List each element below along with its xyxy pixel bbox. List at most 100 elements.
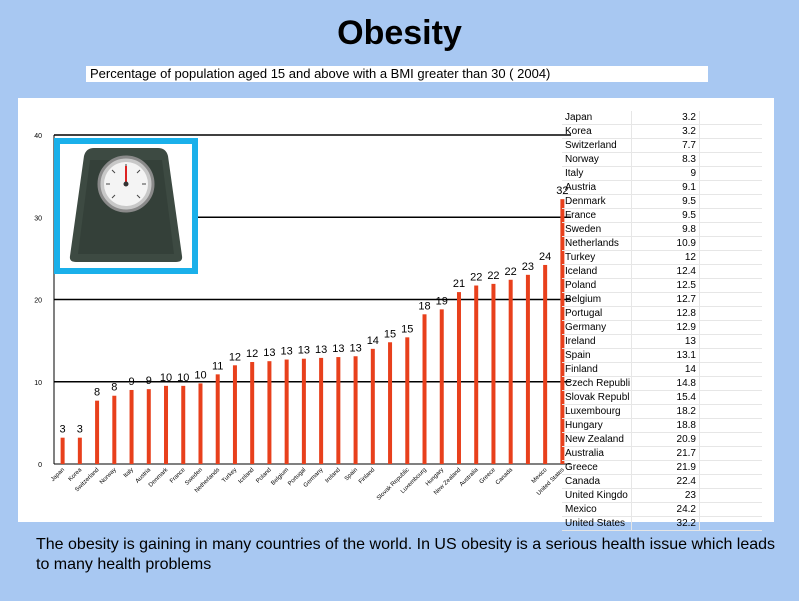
table-row: United States 32.2	[562, 517, 762, 531]
bar	[508, 279, 513, 464]
table-value-cell: 18.2	[632, 405, 700, 418]
data-table: Japan 3.2 Korea 3.2 Switzerland 7.7 Norway 8.3 I…	[562, 111, 762, 531]
bar	[353, 356, 358, 464]
y-tick-label: 0	[38, 462, 42, 469]
data-label: 10	[177, 372, 189, 384]
data-label: 10	[160, 372, 172, 384]
data-label: 11	[212, 360, 223, 372]
x-tick-label: Japan	[50, 467, 66, 483]
table-row: United Kingdo 23	[562, 489, 762, 503]
table-value-cell: 12.8	[632, 307, 700, 320]
data-label: 13	[349, 342, 361, 354]
table-country-cell: Czech Republi	[562, 377, 632, 390]
bar	[560, 199, 565, 464]
table-country-cell: Italy	[562, 167, 632, 180]
table-value-cell: 9.5	[632, 209, 700, 222]
data-label: 14	[367, 335, 379, 347]
table-row: Finland 14	[562, 363, 762, 377]
table-row: New Zealand 20.9	[562, 433, 762, 447]
table-country-cell: New Zealand	[562, 433, 632, 446]
table-country-cell: United States	[562, 517, 632, 530]
table-country-cell: Belgium	[562, 293, 632, 306]
bathroom-scale-icon	[54, 138, 198, 274]
bar	[267, 361, 272, 464]
bar	[491, 283, 496, 464]
chart-subtitle: Percentage of population aged 15 and abo…	[86, 66, 708, 82]
bar	[388, 342, 393, 464]
data-label: 15	[384, 328, 396, 340]
bar	[543, 264, 548, 464]
bar	[301, 358, 306, 464]
bar	[95, 400, 100, 464]
table-country-cell: United Kingdo	[562, 489, 632, 502]
table-country-cell: Sweden	[562, 223, 632, 236]
bar	[525, 274, 530, 464]
table-row: Czech Republi 14.8	[562, 377, 762, 391]
bar	[181, 385, 186, 464]
table-country-cell: Turkey	[562, 251, 632, 264]
x-tick-label: Turkey	[221, 467, 238, 484]
table-country-cell: Japan	[562, 111, 632, 124]
bar	[215, 374, 220, 464]
table-row: Spain 13.1	[562, 349, 762, 363]
bar	[198, 383, 203, 464]
table-country-cell: Finland	[562, 363, 632, 376]
data-label: 9	[128, 376, 134, 388]
bar	[405, 337, 410, 464]
bar	[336, 357, 341, 464]
table-country-cell: Austria	[562, 181, 632, 194]
table-row: Slovak Republ 15.4	[562, 391, 762, 405]
data-label: 12	[229, 351, 241, 363]
table-value-cell: 20.9	[632, 433, 700, 446]
table-country-cell: Germany	[562, 321, 632, 334]
data-label: 22	[470, 272, 482, 284]
table-row: Portugal 12.8	[562, 307, 762, 321]
data-label: 13	[315, 344, 327, 356]
table-country-cell: Iceland	[562, 265, 632, 278]
table-value-cell: 3.2	[632, 111, 700, 124]
table-row: Italy 9	[562, 167, 762, 181]
bar	[232, 365, 237, 464]
y-tick-label: 20	[34, 298, 42, 305]
x-tick-label: Australia	[459, 467, 480, 488]
data-label: 13	[281, 346, 293, 358]
data-label: 19	[436, 295, 448, 307]
table-value-cell: 21.7	[632, 447, 700, 460]
table-country-cell: Poland	[562, 279, 632, 292]
x-tick-label: Norway	[99, 467, 118, 486]
x-tick-label: Korea	[68, 467, 84, 483]
table-value-cell: 8.3	[632, 153, 700, 166]
table-row: Netherlands 10.9	[562, 237, 762, 251]
slide-title: Obesity	[337, 14, 462, 52]
data-label: 13	[263, 347, 275, 359]
x-tick-label: Ireland	[325, 467, 342, 484]
data-label: 3	[77, 424, 83, 436]
table-row: Canada 22.4	[562, 475, 762, 489]
table-row: Hungary 18.8	[562, 419, 762, 433]
bar	[370, 348, 375, 464]
table-country-cell: Korea	[562, 125, 632, 138]
table-row: Ireland 13	[562, 335, 762, 349]
table-value-cell: 13.1	[632, 349, 700, 362]
table-country-cell: Greece	[562, 461, 632, 474]
table-country-cell: Luxembourg	[562, 405, 632, 418]
table-country-cell: France	[562, 209, 632, 222]
table-value-cell: 14	[632, 363, 700, 376]
table-row: Sweden 9.8	[562, 223, 762, 237]
bar	[164, 385, 169, 464]
bar	[422, 314, 427, 464]
data-label: 13	[332, 343, 344, 355]
table-country-cell: Australia	[562, 447, 632, 460]
data-label: 21	[453, 278, 465, 290]
table-row: Switzerland 7.7	[562, 139, 762, 153]
table-value-cell: 18.8	[632, 419, 700, 432]
table-value-cell: 12.9	[632, 321, 700, 334]
table-row: Belgium 12.7	[562, 293, 762, 307]
y-tick-label: 10	[34, 380, 42, 387]
table-value-cell: 21.9	[632, 461, 700, 474]
slide-caption: The obesity is gaining in many countries…	[36, 536, 776, 573]
table-value-cell: 10.9	[632, 237, 700, 250]
table-value-cell: 14.8	[632, 377, 700, 390]
table-value-cell: 7.7	[632, 139, 700, 152]
table-value-cell: 9.5	[632, 195, 700, 208]
